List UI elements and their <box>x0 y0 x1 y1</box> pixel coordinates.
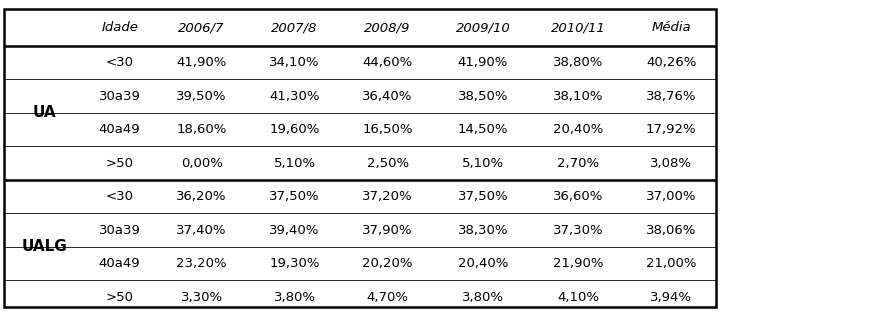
Text: 41,30%: 41,30% <box>269 89 320 103</box>
Text: UALG: UALG <box>21 239 67 254</box>
Text: 40a49: 40a49 <box>99 257 140 270</box>
Text: 2009/10: 2009/10 <box>455 21 510 34</box>
Text: 30a39: 30a39 <box>98 223 141 237</box>
Text: 4,10%: 4,10% <box>557 290 599 304</box>
Text: 37,90%: 37,90% <box>362 223 413 237</box>
Text: 21,00%: 21,00% <box>646 257 696 270</box>
Text: 4,70%: 4,70% <box>367 290 408 304</box>
Text: 20,40%: 20,40% <box>553 123 603 136</box>
Text: 19,60%: 19,60% <box>269 123 320 136</box>
Text: UA: UA <box>33 105 56 120</box>
Text: 5,10%: 5,10% <box>462 156 504 170</box>
Text: 3,08%: 3,08% <box>650 156 692 170</box>
Text: 44,60%: 44,60% <box>362 56 413 69</box>
Text: 38,30%: 38,30% <box>458 223 508 237</box>
Text: 21,90%: 21,90% <box>553 257 603 270</box>
Text: 37,30%: 37,30% <box>553 223 603 237</box>
Text: 37,40%: 37,40% <box>176 223 227 237</box>
Text: 20,20%: 20,20% <box>362 257 413 270</box>
Text: <30: <30 <box>105 56 134 69</box>
Text: 37,00%: 37,00% <box>646 190 696 203</box>
Text: Idade: Idade <box>101 21 138 34</box>
Text: 38,06%: 38,06% <box>646 223 696 237</box>
Text: 37,20%: 37,20% <box>362 190 413 203</box>
Text: 38,80%: 38,80% <box>553 56 603 69</box>
Text: 2010/11: 2010/11 <box>551 21 605 34</box>
Text: 2,70%: 2,70% <box>557 156 599 170</box>
Text: <30: <30 <box>105 190 134 203</box>
Text: 36,40%: 36,40% <box>362 89 413 103</box>
Text: 37,50%: 37,50% <box>269 190 320 203</box>
Text: Média: Média <box>651 21 691 34</box>
Text: 40a49: 40a49 <box>99 123 140 136</box>
Text: 41,90%: 41,90% <box>458 56 508 69</box>
Text: 20,40%: 20,40% <box>458 257 508 270</box>
Text: 3,80%: 3,80% <box>274 290 315 304</box>
Text: 0,00%: 0,00% <box>181 156 222 170</box>
Text: 2008/9: 2008/9 <box>364 21 411 34</box>
Text: 16,50%: 16,50% <box>362 123 413 136</box>
Text: 3,30%: 3,30% <box>181 290 222 304</box>
Text: >50: >50 <box>105 290 134 304</box>
Text: 2007/8: 2007/8 <box>271 21 318 34</box>
Text: 14,50%: 14,50% <box>458 123 508 136</box>
Text: 38,76%: 38,76% <box>646 89 696 103</box>
Text: 36,20%: 36,20% <box>176 190 227 203</box>
Text: >50: >50 <box>105 156 134 170</box>
Text: 23,20%: 23,20% <box>176 257 227 270</box>
Text: 39,50%: 39,50% <box>176 89 227 103</box>
Text: 39,40%: 39,40% <box>269 223 320 237</box>
Text: 18,60%: 18,60% <box>176 123 227 136</box>
Text: 17,92%: 17,92% <box>646 123 696 136</box>
Text: 38,10%: 38,10% <box>553 89 603 103</box>
Text: 3,94%: 3,94% <box>650 290 692 304</box>
Text: 2,50%: 2,50% <box>367 156 408 170</box>
Text: 19,30%: 19,30% <box>269 257 320 270</box>
Text: 2006/7: 2006/7 <box>178 21 225 34</box>
Text: 40,26%: 40,26% <box>646 56 696 69</box>
Text: 36,60%: 36,60% <box>553 190 603 203</box>
Text: 34,10%: 34,10% <box>269 56 320 69</box>
Text: 5,10%: 5,10% <box>274 156 315 170</box>
Text: 38,50%: 38,50% <box>458 89 508 103</box>
Text: 41,90%: 41,90% <box>176 56 227 69</box>
Text: 3,80%: 3,80% <box>462 290 504 304</box>
Text: 37,50%: 37,50% <box>457 190 509 203</box>
Text: 30a39: 30a39 <box>98 89 141 103</box>
